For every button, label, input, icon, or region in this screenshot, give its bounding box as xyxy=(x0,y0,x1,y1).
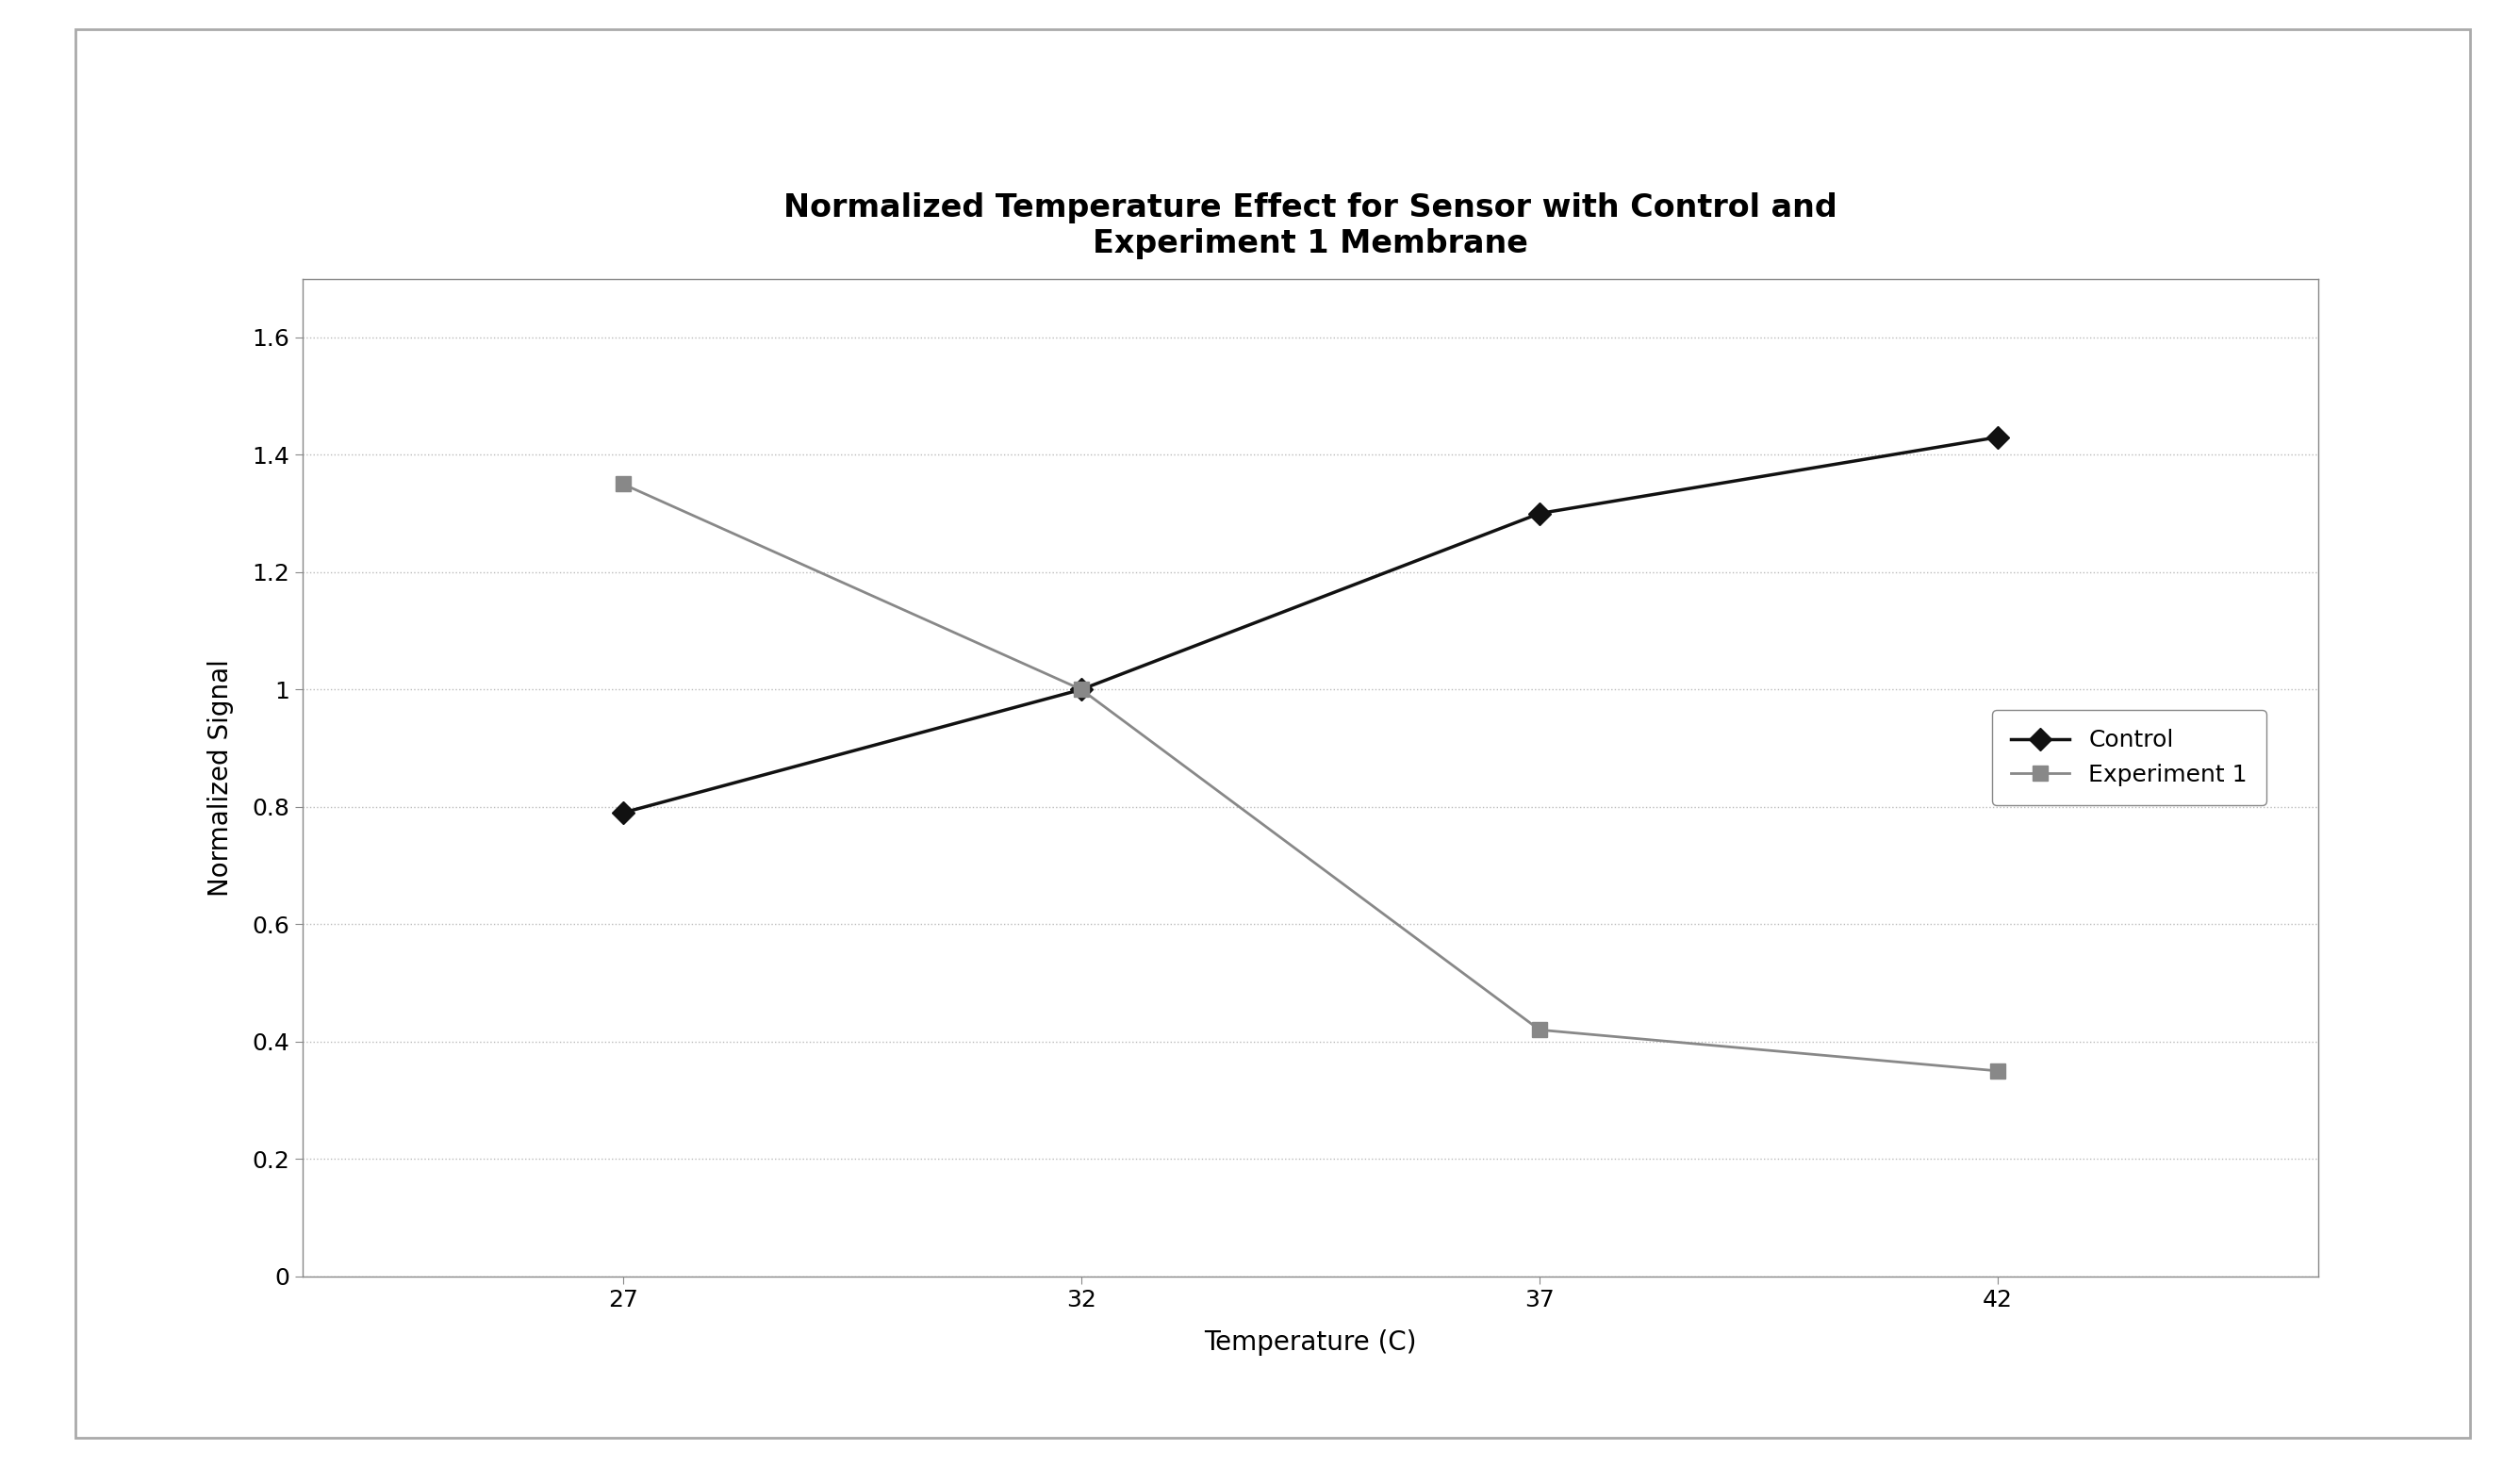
Control xyxy=(1066,681,1096,698)
Experiment 1 xyxy=(1983,1062,2013,1080)
X-axis label: Temperature (C): Temperature (C) xyxy=(1205,1329,1416,1356)
Legend: Control, Experiment 1: Control, Experiment 1 xyxy=(1991,710,2265,805)
Control xyxy=(1525,505,1555,522)
Title: Normalized Temperature Effect for Sensor with Control and
Experiment 1 Membrane: Normalized Temperature Effect for Sensor… xyxy=(784,192,1837,260)
Experiment 1 xyxy=(1525,1021,1555,1039)
Control xyxy=(607,804,638,822)
Experiment 1 xyxy=(607,475,638,493)
Experiment 1 xyxy=(1066,681,1096,698)
Line: Control: Control xyxy=(615,430,2006,820)
Y-axis label: Normalized Signal: Normalized Signal xyxy=(207,659,234,896)
Line: Experiment 1: Experiment 1 xyxy=(615,477,2006,1078)
Control xyxy=(1983,428,2013,446)
